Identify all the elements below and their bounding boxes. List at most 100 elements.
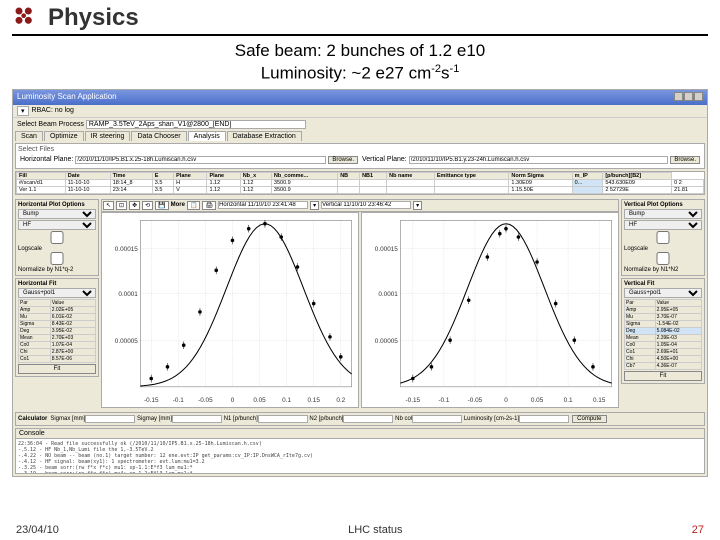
right-options-col: Vertical Plot Options Bump HF Logscale N… (621, 199, 705, 408)
minimize-icon[interactable] (674, 92, 683, 101)
browse-vert-button[interactable]: Browse. (670, 156, 700, 164)
data-table[interactable]: FillDateTimeEPlanePlaneNb_xNb_comme...NB… (16, 172, 704, 194)
tab-scan[interactable]: Scan (15, 131, 43, 141)
tool-pan-icon[interactable]: ✥ (129, 201, 140, 210)
calc-input[interactable] (172, 415, 222, 423)
tool-reset-icon[interactable]: ⟲ (142, 201, 153, 210)
vert-fit-panel: Vertical Fit Gauss+pol1 ParValueAmp2.95E… (621, 278, 705, 384)
vert-bump-select[interactable]: Bump (624, 209, 702, 219)
tab-database-extraction[interactable]: Database Extraction (227, 131, 302, 141)
svg-text:-0.15: -0.15 (406, 397, 421, 404)
svg-text:0.05: 0.05 (253, 397, 266, 404)
window-titlebar: Luminosity Scan Application (13, 90, 707, 105)
svg-text:0.0001: 0.0001 (378, 291, 398, 298)
vert-plot-options: Vertical Plot Options Bump HF Logscale N… (621, 199, 705, 276)
svg-text:0.1: 0.1 (282, 397, 291, 404)
horiz-dropdown-icon[interactable]: ▾ (310, 201, 319, 210)
slide-footer: 23/04/10 LHC status 27 (0, 524, 720, 536)
slide-title: Physics (48, 4, 139, 32)
compute-button[interactable]: Compute (572, 415, 606, 423)
tab-data-chooser[interactable]: Data Chooser (131, 131, 186, 141)
vert-detector-select[interactable]: HF (624, 220, 702, 230)
tool-save-icon[interactable]: 💾 (155, 201, 168, 210)
horiz-logscale-check[interactable]: Logscale (18, 231, 96, 252)
svg-text:0: 0 (504, 397, 508, 404)
calc-input[interactable] (412, 415, 462, 423)
horiz-bump-select[interactable]: Bump (18, 209, 96, 219)
svg-text:-0.1: -0.1 (438, 397, 449, 404)
data-table-panel: FillDateTimeEPlanePlaneNb_xNb_comme...NB… (15, 171, 705, 195)
tool-copy-icon[interactable]: 📋 (187, 201, 200, 210)
subtitle-line1: Safe beam: 2 bunches of 1.2 e10 (12, 40, 708, 62)
app-window: Luminosity Scan Application ▾ RBAC: no l… (12, 89, 708, 477)
files-label: Select Files (18, 146, 702, 153)
plot-left[interactable]: -0.15-0.1-0.0500.050.10.150.20.000050.00… (101, 212, 359, 408)
svg-text:0.00015: 0.00015 (375, 246, 398, 253)
console-body[interactable]: 22:36:04 - Read file successfully ok (/2… (16, 439, 704, 473)
svg-text:0: 0 (231, 397, 235, 404)
vert-fit-type[interactable]: Gauss+pol1 (624, 288, 702, 298)
svg-text:0.15: 0.15 (593, 397, 606, 404)
svg-text:0.0001: 0.0001 (118, 291, 138, 298)
menu-dropdown[interactable]: ▾ (17, 106, 29, 116)
horiz-fit-table: ParValueAmp2.02E+05Mu6.01E-02Sigma8.43E-… (18, 299, 96, 363)
browse-horiz-button[interactable]: Browse. (328, 156, 358, 164)
svg-text:-0.15: -0.15 (144, 397, 159, 404)
console-panel: Console 22:36:04 - Read file successfull… (15, 428, 705, 474)
tab-optimize[interactable]: Optimize (44, 131, 84, 141)
menu-label: RBAC: no log (32, 107, 74, 114)
more-label: More (171, 202, 185, 208)
footer-date: 23/04/10 (16, 524, 59, 536)
svg-text:-0.1: -0.1 (173, 397, 184, 404)
beam-process-input[interactable] (86, 120, 306, 129)
vert-dropdown-icon[interactable]: ▾ (413, 201, 422, 210)
calc-input[interactable] (85, 415, 135, 423)
calc-input[interactable] (519, 415, 569, 423)
svg-text:0.00005: 0.00005 (115, 338, 138, 345)
window-controls (673, 92, 703, 103)
svg-text:0.2: 0.2 (336, 397, 345, 404)
horiz-fit-button[interactable]: Fit (18, 364, 96, 374)
tool-print-icon[interactable]: 🖨 (202, 201, 216, 210)
horiz-time-input[interactable] (218, 201, 308, 209)
vert-file-label: Vertical Plane: (362, 156, 407, 163)
plot-mid: ↖ ⊡ ✥ ⟲ 💾 More 📋 🖨 ▾ ▾ -0.15 -0.1 -0.05 0 0.… (101, 199, 619, 408)
calc-label: Luminosity [cm-2s-1] (464, 416, 519, 422)
tab-analysis[interactable]: Analysis (188, 131, 226, 141)
vert-fit-button[interactable]: Fit (624, 371, 702, 381)
svg-text:0.05: 0.05 (531, 397, 544, 404)
horiz-detector-select[interactable]: HF (18, 220, 96, 230)
calc-label: N2 [p/bunch] (309, 416, 343, 422)
calc-input[interactable] (258, 415, 308, 423)
vert-logscale-check[interactable]: Logscale (624, 231, 702, 252)
slide-subtitle: Safe beam: 2 bunches of 1.2 e10 Luminosi… (12, 40, 708, 85)
plot-right[interactable]: -0.15-0.1-0.0500.050.10.150.000050.00010… (361, 212, 619, 408)
slide-header: Physics (12, 4, 708, 36)
calculator-row: Calculator Sigmax [mm] Sigmay [mm] N1 [p… (15, 412, 705, 426)
tool-cursor-icon[interactable]: ↖ (103, 201, 114, 210)
calc-input[interactable] (343, 415, 393, 423)
svg-text:-0.05: -0.05 (468, 397, 483, 404)
plot-row: Horizontal Plot Options Bump HF Logscale… (13, 197, 707, 410)
horiz-normalize-check[interactable]: Normalize by N1*q-2 (18, 252, 96, 273)
vert-normalize-check[interactable]: Normalize by N1*N2 (624, 252, 702, 273)
close-icon[interactable] (694, 92, 703, 101)
calc-label: N1 [p/bunch] (224, 416, 258, 422)
tool-zoom-icon[interactable]: ⊡ (116, 201, 127, 210)
vert-file-input[interactable] (409, 156, 669, 164)
horiz-file-input[interactable] (75, 156, 326, 164)
window-title: Luminosity Scan Application (17, 92, 117, 103)
beam-process-row: Select Beam Process (13, 118, 707, 131)
console-header: Console (16, 429, 704, 439)
vert-time-input[interactable] (321, 201, 411, 209)
svg-text:0.00005: 0.00005 (375, 338, 398, 345)
svg-text:0.00015: 0.00015 (115, 246, 138, 253)
maximize-icon[interactable] (684, 92, 693, 101)
footer-center: LHC status (348, 524, 402, 536)
plot-toolbar: ↖ ⊡ ✥ ⟲ 💾 More 📋 🖨 ▾ ▾ (101, 199, 619, 212)
tab-ir-steering[interactable]: IR steering (85, 131, 131, 141)
logo-icon (12, 4, 40, 32)
horiz-plot-options: Horizontal Plot Options Bump HF Logscale… (15, 199, 99, 276)
horiz-fit-type[interactable]: Gauss+pol1 (18, 288, 96, 298)
svg-text:0.15: 0.15 (307, 397, 320, 404)
